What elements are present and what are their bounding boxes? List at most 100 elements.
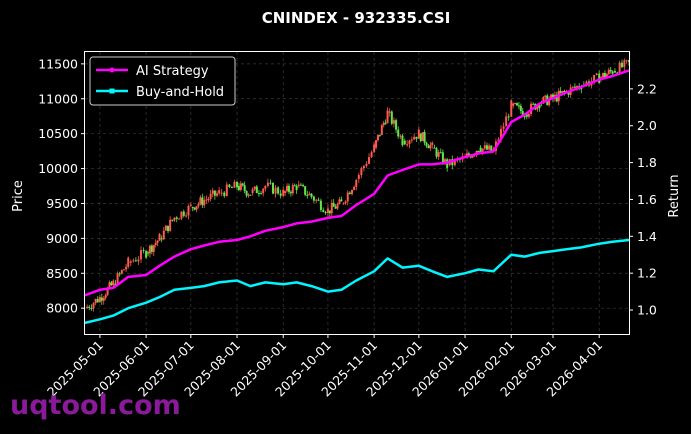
candle-body — [312, 196, 315, 201]
y-tick-label: 9500 — [46, 196, 78, 211]
candle-body — [415, 136, 418, 139]
candle-body — [277, 187, 280, 194]
candle-body — [262, 188, 265, 194]
candle-body — [98, 297, 101, 303]
candle-body — [406, 144, 409, 146]
y-tick-label: 8500 — [46, 266, 78, 281]
candle-body — [193, 207, 196, 210]
candle-body — [106, 287, 109, 296]
candle-body — [243, 185, 246, 191]
candle-body — [120, 270, 123, 274]
candle-body — [118, 273, 121, 275]
candle-body — [602, 72, 605, 78]
candle-body — [112, 280, 115, 286]
candle-body — [413, 136, 416, 140]
candle-body — [532, 103, 535, 105]
candle-body — [213, 190, 216, 196]
candle-body — [357, 174, 360, 180]
candle-body — [525, 112, 528, 117]
candle-body — [147, 252, 150, 254]
candle-body — [94, 298, 97, 304]
candle-body — [388, 111, 391, 113]
candle-body — [274, 187, 277, 194]
candle-body — [576, 86, 579, 88]
candle-body — [289, 191, 292, 194]
candle-body — [500, 128, 503, 140]
candle-body — [272, 183, 275, 194]
candle-body — [382, 122, 385, 126]
candle-body — [322, 210, 325, 213]
candle-body — [376, 134, 379, 141]
candle-body — [216, 193, 219, 196]
legend-marker-ai — [109, 67, 115, 73]
candle-body — [360, 168, 363, 175]
y2-tick-label: 1.2 — [637, 266, 657, 281]
candle-body — [344, 201, 347, 203]
candle-body — [326, 208, 329, 214]
candle-body — [397, 129, 400, 137]
candle-body — [392, 120, 395, 124]
candle-body — [241, 183, 244, 186]
candle-body — [134, 260, 137, 262]
candle-body — [555, 94, 558, 102]
candle-body — [279, 193, 282, 196]
y-tick-label: 9000 — [46, 231, 78, 246]
candle-body — [310, 193, 313, 197]
candle-body — [437, 152, 440, 157]
candle-body — [264, 186, 267, 189]
candle-body — [257, 193, 260, 195]
candle-body — [152, 245, 155, 252]
candle-body — [417, 129, 420, 139]
candle-body — [373, 144, 376, 153]
candle-body — [291, 185, 294, 194]
candle-body — [225, 184, 228, 197]
candle-body — [266, 182, 269, 187]
candle-body — [228, 184, 231, 188]
candle-body — [306, 194, 309, 196]
legend-marker-bh — [109, 88, 115, 94]
candle-body — [110, 282, 113, 286]
legend-label-ai: AI Strategy — [136, 64, 209, 79]
candle-body — [559, 90, 562, 93]
candle-body — [444, 159, 447, 164]
candle-body — [561, 90, 564, 93]
candle-body — [580, 88, 583, 90]
candle-body — [563, 90, 566, 92]
candle-body — [189, 204, 192, 206]
candle-body — [538, 104, 541, 108]
candle-body — [114, 283, 117, 286]
candle-body — [551, 94, 554, 99]
candle-body — [129, 261, 132, 263]
candle-body — [467, 153, 470, 156]
candle-body — [230, 187, 233, 189]
y2-tick-label: 2.0 — [637, 118, 657, 133]
candle-body — [421, 132, 424, 142]
candle-body — [475, 150, 478, 155]
candle-body — [297, 184, 300, 187]
candle-body — [514, 103, 517, 105]
candle-body — [293, 185, 296, 187]
candle-body — [375, 140, 378, 148]
candle-body — [613, 70, 616, 73]
candle-body — [255, 186, 258, 194]
candle-body — [517, 105, 520, 107]
candle-body — [585, 81, 588, 85]
candle-body — [182, 211, 185, 216]
candle-body — [600, 77, 603, 79]
candle-body — [395, 120, 398, 130]
candle-body — [287, 185, 290, 192]
candle-body — [618, 62, 621, 75]
y2-tick-label: 1.4 — [637, 229, 657, 244]
candle-body — [108, 282, 111, 288]
candle-body — [150, 245, 153, 252]
candle-body — [317, 199, 320, 201]
candle-body — [355, 180, 358, 187]
candle-body — [523, 116, 526, 118]
candle-body — [521, 111, 524, 117]
y-tick-label: 11500 — [38, 56, 78, 71]
candle-body — [510, 100, 513, 117]
candle-body — [378, 134, 381, 136]
candle-body — [269, 182, 272, 184]
candle-body — [173, 217, 176, 221]
candle-body — [315, 199, 318, 201]
